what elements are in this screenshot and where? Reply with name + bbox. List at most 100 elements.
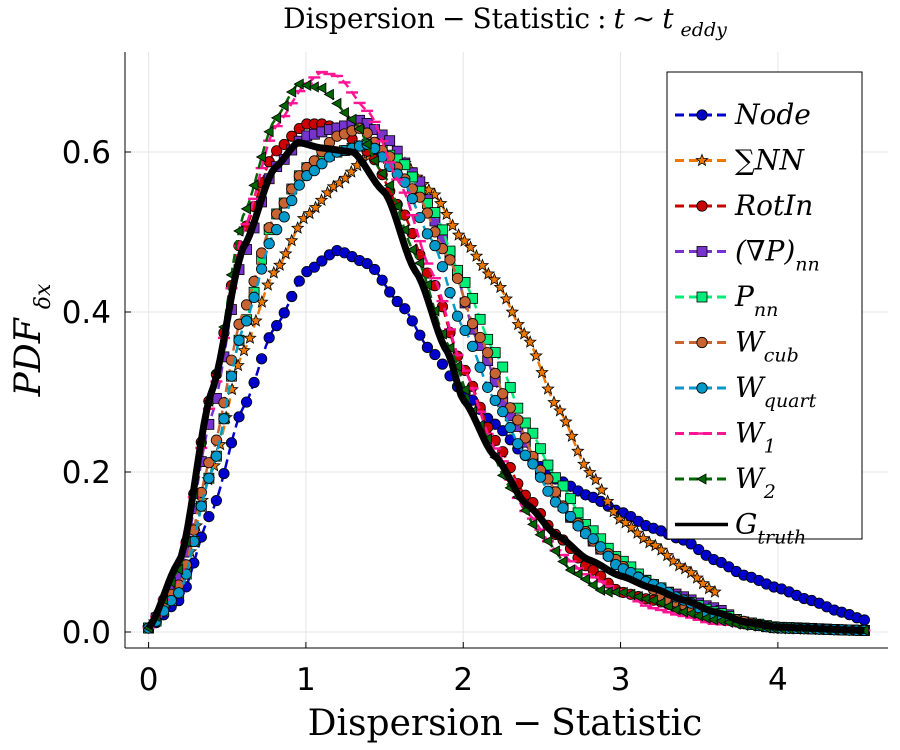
data-point-SumNN — [451, 227, 466, 241]
data-point-SumNN — [624, 520, 639, 534]
data-point-W_quart — [293, 179, 305, 191]
data-point-W_2 — [557, 555, 568, 568]
legend-entry-W_cub: Wcub — [675, 326, 799, 367]
x-tick-label: 4 — [768, 662, 788, 698]
data-point-SumNN — [606, 504, 621, 518]
legend-label-main: P — [734, 280, 755, 313]
data-point-W_cub — [512, 414, 524, 426]
svg-text:Dispersion − Stati: Dispersion − Statistic : t ∼ t eddy — [283, 2, 727, 41]
data-point-W_quart — [451, 310, 464, 322]
data-point-W_quart — [286, 194, 298, 207]
data-point-SumNN — [696, 576, 710, 590]
legend-label-main: W — [735, 462, 766, 495]
legend-label-sub: cub — [764, 345, 799, 367]
ylabel-sub: δx — [31, 283, 56, 309]
data-point-SumNN — [243, 331, 257, 344]
data-point-SumNN — [672, 558, 686, 572]
legend-label-sub: nn — [754, 299, 778, 321]
data-point-SumNN — [273, 258, 287, 271]
data-point-SumNN — [678, 561, 692, 575]
data-point-W_quart — [256, 263, 268, 275]
data-point-P_nn — [542, 459, 554, 471]
data-point-P_nn — [535, 443, 546, 455]
data-point-P_nn — [504, 382, 516, 393]
data-point-W_quart — [527, 458, 539, 470]
x-tick-label: 0 — [139, 662, 159, 698]
data-point-W_2 — [579, 573, 591, 585]
data-point-Node — [406, 315, 418, 327]
data-point-SumNN — [559, 414, 573, 428]
data-point-W_quart — [557, 502, 569, 514]
data-point-SumNN — [487, 272, 502, 286]
data-point-SumNN — [708, 584, 722, 598]
data-point-P_nn — [565, 493, 576, 505]
legend-label-sub: quart — [764, 390, 817, 412]
data-point-W_cub — [497, 388, 509, 400]
data-point-W_2 — [640, 593, 651, 605]
data-point-W_2 — [549, 545, 560, 557]
data-point-W_2 — [391, 200, 402, 213]
legend-label-sub: nn — [795, 254, 819, 276]
data-point-W_2 — [316, 82, 327, 94]
data-point-Node — [384, 286, 396, 298]
data-point-W_2 — [572, 568, 583, 580]
data-point-W_2 — [534, 529, 545, 541]
data-point-Node — [429, 348, 441, 361]
legend-label: Wcub — [735, 326, 799, 367]
title-minus: − — [442, 2, 465, 35]
data-point-W_2 — [263, 126, 274, 138]
legend-swatch-marker — [696, 336, 708, 349]
data-point-Node — [225, 437, 238, 449]
data-point-W_2 — [255, 151, 267, 163]
legend-label-main: W — [735, 417, 766, 450]
data-point-W_2 — [361, 138, 372, 150]
data-point-Node — [256, 353, 268, 365]
data-point-W_2 — [346, 113, 357, 126]
legend-entry-W_2: W2 — [675, 462, 776, 503]
chart-title: Dispersion − Statistic : t ∼ t eddy — [283, 2, 727, 41]
title-sim: ∼ — [632, 2, 655, 35]
data-point-SumNN — [267, 265, 281, 279]
data-point-SumNN — [463, 240, 478, 254]
x-tick-label: 2 — [453, 662, 473, 698]
data-point-W_cub — [459, 296, 471, 308]
title-sub-eddy: eddy — [681, 19, 728, 41]
data-point-W_2 — [564, 564, 575, 576]
data-point-W_2 — [285, 86, 297, 98]
data-point-SumNN — [690, 570, 704, 584]
data-point-SumNN — [475, 258, 490, 272]
data-point-SumNN — [278, 246, 293, 260]
data-point-W_quart — [549, 496, 562, 508]
axes — [124, 52, 888, 649]
data-point-W_quart — [587, 533, 599, 545]
data-point-W_2 — [617, 586, 628, 599]
data-point-SumNN — [481, 266, 496, 280]
legend-entry-SumNN: ∑NN — [675, 144, 806, 177]
series-line-G_truth — [145, 138, 865, 634]
data-point-W_2 — [414, 257, 425, 269]
data-point-SumNN — [547, 395, 561, 409]
data-point-SumNN — [439, 207, 454, 221]
legend-swatch-marker — [696, 291, 708, 303]
data-point-Node — [263, 332, 275, 344]
data-point-SumNN — [469, 248, 484, 262]
data-point-W_quart — [278, 211, 290, 223]
title-word: Dispersion — [283, 2, 435, 35]
data-point-W_quart — [195, 500, 207, 512]
data-point-SumNN — [517, 326, 531, 340]
y-tick-label: 0.2 — [62, 455, 111, 491]
xlabel-word2: Statistic — [551, 703, 702, 744]
data-point-W_2 — [542, 535, 553, 547]
data-point-SumNN — [523, 335, 537, 348]
data-point-W_2 — [331, 97, 342, 110]
data-point-W_quart — [504, 422, 516, 434]
data-point-W_2 — [270, 112, 282, 124]
data-point-W_quart — [406, 193, 418, 205]
data-point-W_2 — [398, 224, 410, 236]
y-axis-label: PDF δx — [8, 283, 56, 397]
ylabel-main: PDF — [8, 316, 49, 397]
data-point-SumNN — [511, 317, 525, 331]
data-point-Node — [308, 261, 320, 273]
data-point-Node — [210, 494, 223, 507]
data-point-Node — [376, 274, 388, 286]
